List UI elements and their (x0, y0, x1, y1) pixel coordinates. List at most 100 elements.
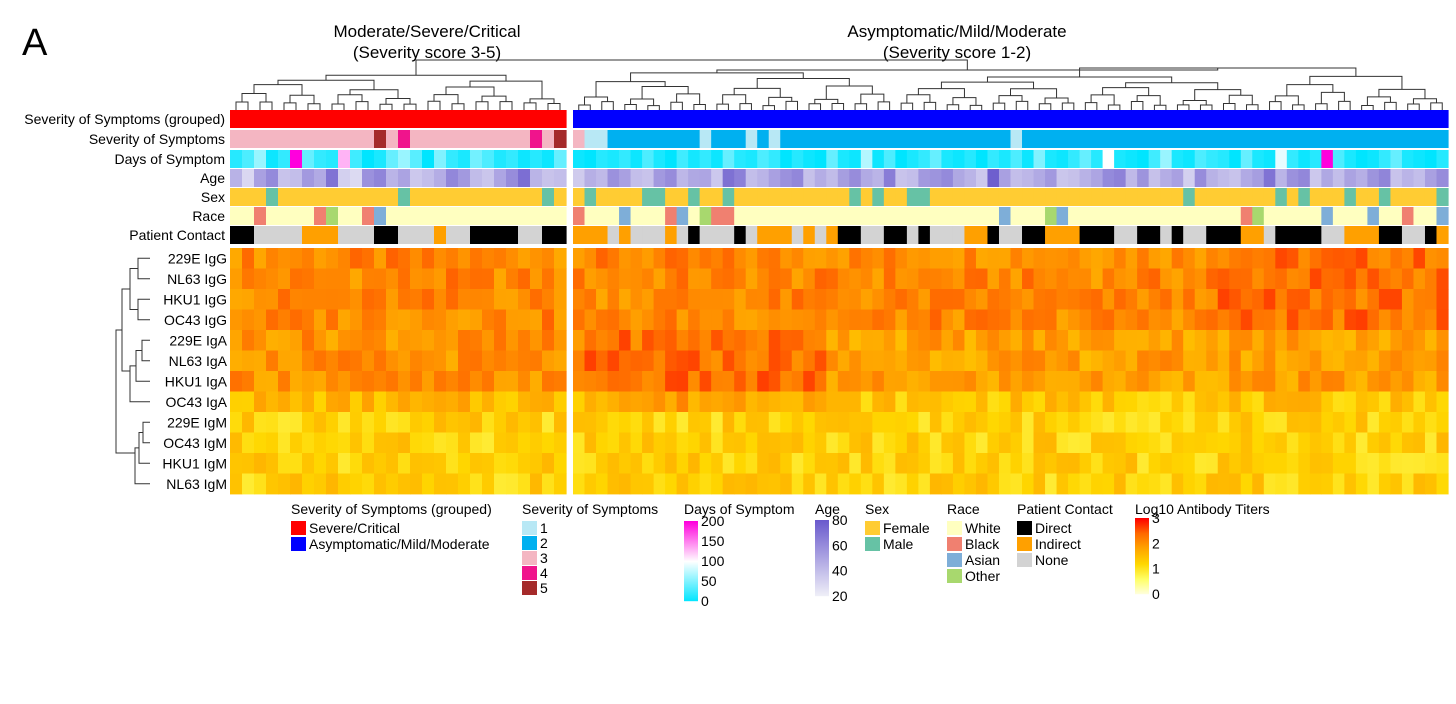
heatmap-cell (826, 473, 839, 495)
heatmap-cell (929, 473, 943, 495)
heatmap-cell (814, 453, 827, 474)
heatmap-cell (872, 268, 885, 290)
heatmap-cell (410, 350, 423, 372)
heatmap-cell (362, 330, 375, 351)
legend-titer-gradient (1135, 565, 1149, 567)
heatmap-cell (290, 453, 303, 474)
heatmap-cell (1171, 473, 1184, 495)
ann-severity-cell (1217, 130, 1230, 148)
heatmap-cell (895, 473, 908, 495)
heatmap-cell (1183, 473, 1196, 495)
heatmap-cell (987, 248, 1000, 269)
ann-days-cell (941, 150, 954, 168)
ann-contact-cell (1091, 226, 1104, 244)
ann-days-cell (242, 150, 255, 168)
ann-grouped-cell (1137, 110, 1150, 128)
heatmap-cell (1033, 412, 1046, 433)
heatmap-cell (470, 268, 483, 290)
heatmap-cell (929, 309, 943, 331)
heatmap-cell (518, 371, 531, 392)
heatmap-cell (242, 391, 255, 413)
heatmap-cell (350, 248, 363, 269)
ann-days-cell (1332, 150, 1345, 168)
legend-age-gradient (815, 535, 829, 537)
dendro-branch (785, 100, 799, 110)
heatmap-cell (1275, 350, 1288, 372)
heatmap-cell (1033, 289, 1046, 310)
heatmap-cell (230, 391, 243, 413)
ann-severity-cell (998, 130, 1012, 148)
legend-titer-gradient (1135, 526, 1149, 528)
heatmap-cell (596, 309, 609, 331)
heatmap-cell (757, 330, 770, 351)
dendro-branch (1412, 98, 1437, 105)
legend-age-gradient (815, 541, 829, 543)
heatmap-cell (584, 412, 597, 433)
ann-sex-cell (619, 188, 632, 206)
heatmap-cell (458, 391, 471, 413)
ann-contact-cell (883, 226, 896, 244)
heatmap-cell (1229, 248, 1242, 269)
heatmap-cell (883, 330, 896, 351)
legend-age-gradient (815, 551, 829, 553)
dendro-branch (1338, 100, 1351, 110)
heatmap-cell (242, 268, 255, 290)
heatmap-cell (542, 473, 555, 495)
heatmap-cell (410, 330, 423, 351)
legend-age-gradient (815, 525, 829, 527)
heatmap-cell (374, 248, 387, 269)
heatmap-cell (542, 391, 555, 413)
ann-contact-cell (837, 226, 850, 244)
heatmap-cell (1217, 268, 1230, 290)
ann-grouped-cell (918, 110, 931, 128)
ann-contact-cell (1436, 226, 1449, 244)
ann-severity-cell (374, 130, 387, 148)
heatmap-cell (446, 473, 459, 495)
ann-severity-cell (596, 130, 609, 148)
heatmap-cell (1183, 289, 1196, 310)
dendro-branch (693, 103, 706, 110)
ann-severity-cell (1309, 130, 1322, 148)
heatmap-cell (941, 248, 954, 269)
legend-days-gradient (684, 593, 698, 595)
dendro-branch (1320, 91, 1345, 104)
heatmap-cell (1137, 350, 1150, 372)
ann-days-cell (230, 150, 243, 168)
heatmap-cell (1275, 412, 1288, 433)
heatmap-cell (929, 371, 943, 392)
dendro-branch (427, 100, 441, 110)
heatmap-cell (242, 432, 255, 454)
heatmap-cell (1309, 350, 1322, 372)
heatmap-cell (446, 391, 459, 413)
heatmap-cell (1229, 268, 1242, 290)
heatmap-cell (542, 371, 555, 392)
heatmap-cell (494, 248, 507, 269)
ann-contact-cell (1321, 226, 1334, 244)
ann-age-cell (362, 169, 375, 187)
heatmap-cell (326, 289, 339, 310)
ann-sex-cell (573, 188, 586, 206)
group-title-mild-line1: Asymptomatic/Mild/Moderate (847, 22, 1067, 41)
legend-titer-gradient (1135, 592, 1149, 594)
ann-severity-cell (665, 130, 678, 148)
ann-sex-cell (290, 188, 303, 206)
ann-days-cell (768, 150, 781, 168)
heatmap-cell (1206, 248, 1219, 269)
legend-age-gradient (815, 587, 829, 589)
ann-severity-cell (1390, 130, 1403, 148)
heatmap-cell (362, 453, 375, 474)
ann-grouped-cell (1332, 110, 1345, 128)
heatmap-cell (1137, 268, 1150, 290)
heatmap-cell (410, 309, 423, 331)
heatmap-cell (1413, 371, 1426, 392)
ann-days-cell (1068, 150, 1081, 168)
ann-grouped-cell (711, 110, 724, 128)
dendro-branch (733, 87, 781, 98)
heatmap-cell (826, 289, 839, 310)
ann-sex-cell (554, 188, 567, 206)
ann-grouped-cell (964, 110, 977, 128)
heatmap-cell (1217, 309, 1230, 331)
ann-grouped-cell (542, 110, 555, 128)
row-label-11: NL63 IgM (166, 476, 227, 492)
dendro-branch (1090, 94, 1115, 106)
